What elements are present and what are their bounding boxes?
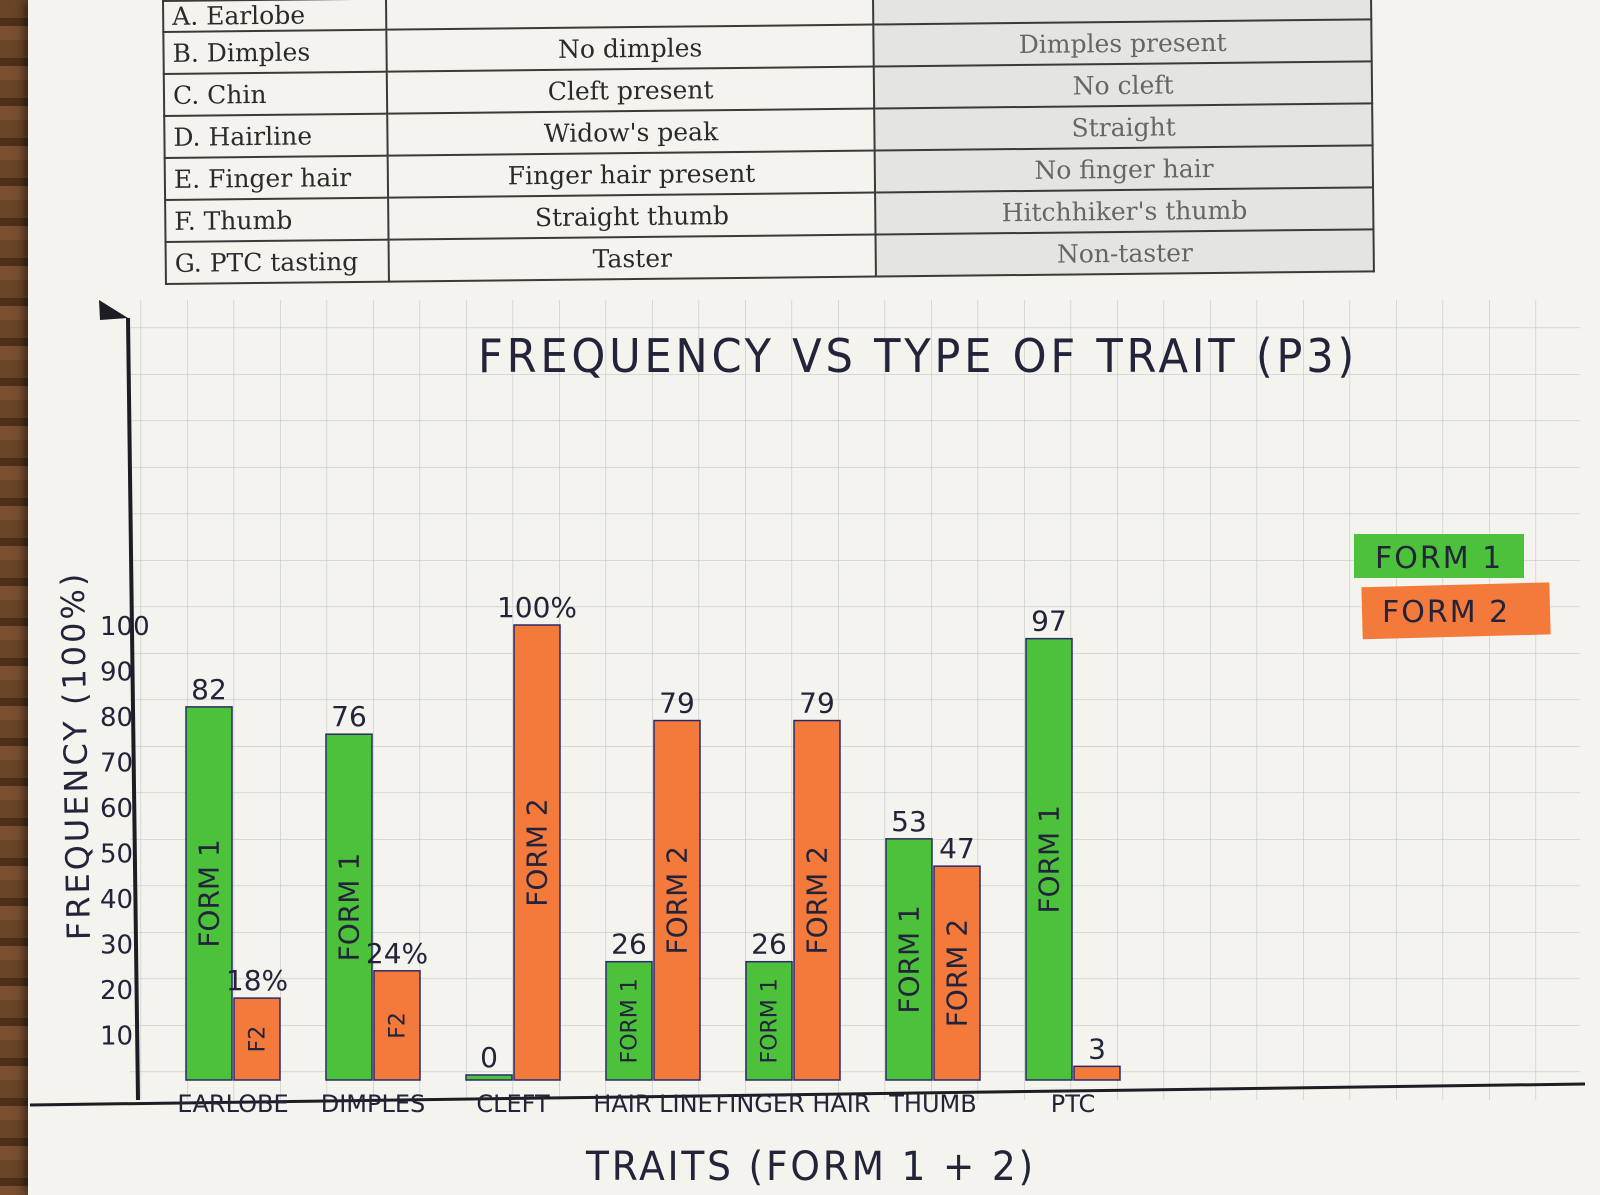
bar-form2 bbox=[933, 865, 981, 1081]
data-label: 18% bbox=[226, 964, 288, 997]
bar-form1 bbox=[1025, 637, 1073, 1081]
category-labels: EARLOBE DIMPLES CLEFT HAIR LINE FINGER HAIR T… bbox=[177, 1090, 1095, 1118]
y-axis-label: FREQUENCY (100%) bbox=[54, 570, 98, 940]
data-label: 3 bbox=[1088, 1032, 1106, 1065]
bar-inner-label: FORM 1 bbox=[617, 978, 642, 1063]
y-axis bbox=[126, 317, 140, 1101]
data-label: 82 bbox=[191, 673, 227, 706]
bar-form1 bbox=[325, 733, 373, 1081]
y-tick-label: 10 bbox=[100, 1022, 133, 1052]
category-label: EARLOBE bbox=[177, 1090, 288, 1118]
x-axis bbox=[29, 1082, 1586, 1107]
bar-inner-label: FORM 1 bbox=[192, 839, 225, 947]
y-tick-label: 40 bbox=[100, 885, 133, 915]
data-label: 100% bbox=[497, 591, 577, 624]
y-axis-arrow bbox=[99, 300, 128, 320]
bar-inner-label: FORM 2 bbox=[520, 798, 553, 906]
data-label: 97 bbox=[1031, 605, 1067, 638]
bar-form2 bbox=[1073, 1065, 1121, 1081]
bar-form2 bbox=[653, 719, 701, 1081]
bar-form2 bbox=[513, 624, 561, 1081]
legend: FORM 1 FORM 2 bbox=[1354, 534, 1551, 640]
bar-form1 bbox=[745, 960, 793, 1081]
y-tick-label: 100 bbox=[100, 612, 150, 642]
chart-title: FREQUENCY VS TYPE OF TRAIT (P3) bbox=[478, 329, 1358, 383]
legend-swatch-form1 bbox=[1354, 534, 1524, 578]
legend-swatch-form2 bbox=[1361, 582, 1551, 640]
bar-inner-label: FORM 2 bbox=[800, 846, 833, 954]
bar-form2 bbox=[793, 719, 841, 1081]
y-tick-label: 30 bbox=[100, 931, 133, 961]
y-tick-label: 70 bbox=[100, 749, 133, 779]
bar-form1 bbox=[185, 706, 233, 1081]
bar-inner-label: FORM 2 bbox=[940, 919, 973, 1027]
bar-inner-label: FORM 1 bbox=[892, 905, 925, 1013]
bar-form2 bbox=[373, 970, 421, 1081]
category-label: THUMB bbox=[888, 1090, 976, 1118]
bar-form1 bbox=[885, 838, 933, 1081]
data-label: 76 bbox=[331, 700, 367, 733]
bar-inner-label: FORM 1 bbox=[332, 853, 365, 961]
data-label: 79 bbox=[799, 687, 835, 720]
bar-inner-label: FORM 1 bbox=[1032, 805, 1065, 913]
legend-label-form2: FORM 2 bbox=[1382, 595, 1510, 630]
y-tick-label: 50 bbox=[100, 840, 133, 870]
x-axis-label: TRAITS (FORM 1 + 2) bbox=[585, 1144, 1036, 1190]
data-label: 79 bbox=[659, 687, 695, 720]
bar-form2 bbox=[233, 997, 281, 1081]
legend-label-form1: FORM 1 bbox=[1375, 541, 1503, 576]
bar-inner-label: F2 bbox=[385, 1012, 410, 1039]
bar-inner-label: FORM 2 bbox=[660, 846, 693, 954]
data-label: 0 bbox=[480, 1041, 498, 1074]
bar-form1 bbox=[465, 1074, 513, 1081]
y-tick-label: 80 bbox=[100, 703, 133, 733]
bar-form1 bbox=[605, 960, 653, 1081]
category-label: HAIR LINE bbox=[593, 1090, 712, 1118]
y-tick-label: 20 bbox=[100, 976, 133, 1006]
category-label: CLEFT bbox=[476, 1090, 550, 1118]
y-tick-labels: 10 20 30 40 50 60 70 80 90 100 bbox=[100, 612, 150, 1052]
category-label: PTC bbox=[1051, 1090, 1095, 1118]
category-label: FINGER HAIR bbox=[715, 1090, 870, 1118]
bar-inner-label: F2 bbox=[245, 1026, 270, 1053]
data-label: 53 bbox=[891, 805, 927, 838]
data-label: 26 bbox=[751, 928, 787, 961]
data-label: 24% bbox=[366, 937, 428, 970]
data-label: 47 bbox=[939, 832, 975, 865]
category-label: DIMPLES bbox=[321, 1090, 426, 1118]
bar-inner-label: FORM 1 bbox=[757, 978, 782, 1063]
y-tick-label: 90 bbox=[100, 658, 133, 688]
data-label: 26 bbox=[611, 928, 647, 961]
y-tick-label: 60 bbox=[100, 794, 133, 824]
